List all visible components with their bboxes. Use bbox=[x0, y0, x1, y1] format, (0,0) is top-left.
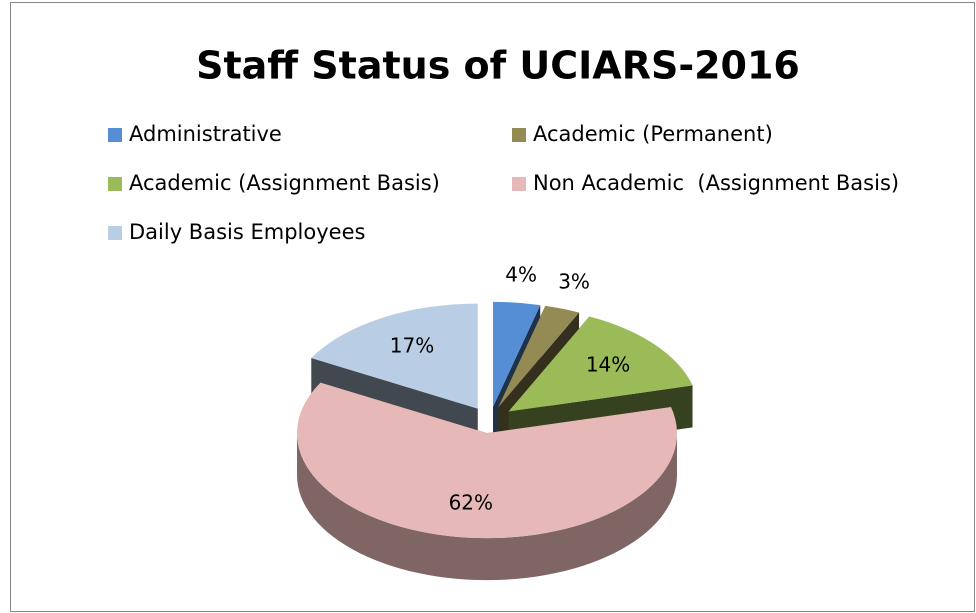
legend-swatch bbox=[512, 128, 526, 142]
data-label: 14% bbox=[586, 353, 630, 377]
legend-swatch bbox=[108, 226, 122, 240]
legend-swatch bbox=[512, 177, 526, 191]
pie-slice bbox=[296, 382, 677, 539]
data-label: 4% bbox=[505, 262, 537, 286]
pie-slice bbox=[493, 301, 541, 407]
pie-slice bbox=[508, 316, 693, 412]
data-label: 17% bbox=[390, 334, 434, 358]
legend-label: Academic (Permanent) bbox=[533, 122, 773, 146]
pie-side bbox=[296, 433, 677, 581]
chart-title: Staff Status of UCIARS-2016 bbox=[196, 44, 800, 88]
legend-label: Daily Basis Employees bbox=[129, 220, 365, 244]
data-label: 3% bbox=[558, 269, 590, 293]
legend-label: Non Academic (Assignment Basis) bbox=[533, 171, 899, 195]
pie-slice bbox=[498, 305, 580, 408]
data-label: 62% bbox=[449, 490, 493, 514]
legend-label: Administrative bbox=[129, 122, 282, 146]
legend-swatch bbox=[108, 177, 122, 191]
legend-swatch bbox=[108, 128, 122, 142]
pie-slice bbox=[311, 303, 478, 409]
legend-label: Academic (Assignment Basis) bbox=[129, 171, 440, 195]
